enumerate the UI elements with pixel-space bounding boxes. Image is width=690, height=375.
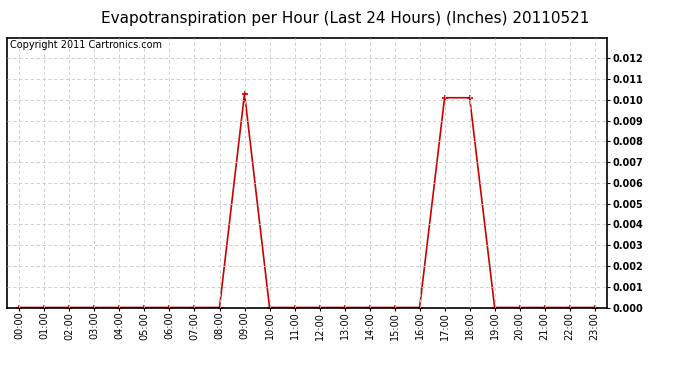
- Text: Copyright 2011 Cartronics.com: Copyright 2011 Cartronics.com: [10, 40, 162, 50]
- Text: Evapotranspiration per Hour (Last 24 Hours) (Inches) 20110521: Evapotranspiration per Hour (Last 24 Hou…: [101, 11, 589, 26]
